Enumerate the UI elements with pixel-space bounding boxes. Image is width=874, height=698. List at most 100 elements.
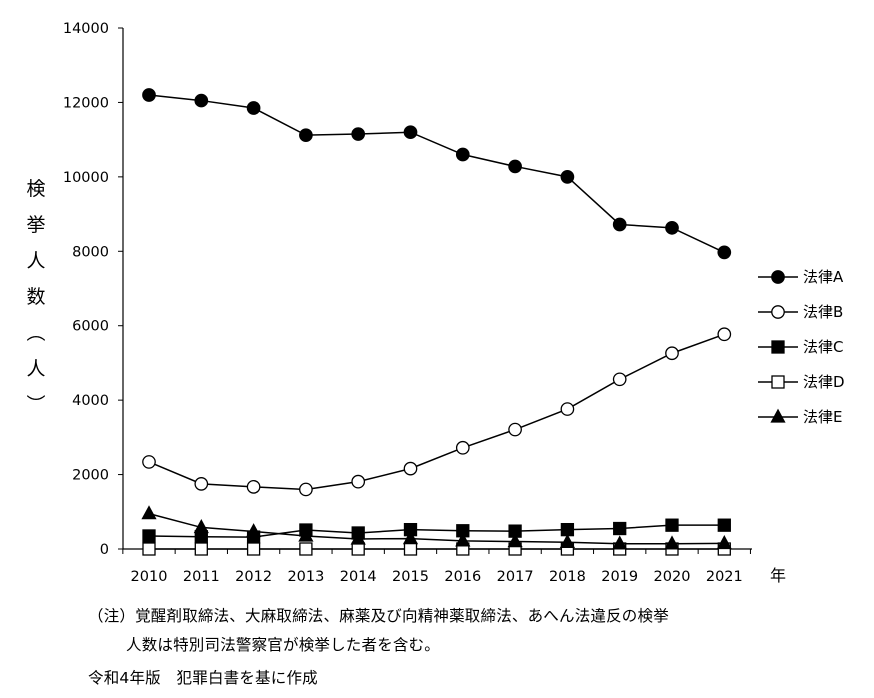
data-point — [612, 217, 627, 232]
data-point — [246, 480, 261, 494]
data-point — [141, 505, 157, 520]
y-tick-label: 0 — [100, 542, 109, 558]
data-point — [299, 482, 313, 497]
data-point — [350, 530, 366, 545]
data-point — [508, 422, 522, 437]
data-point — [717, 245, 732, 260]
legend-item: 法律A — [758, 268, 844, 286]
y-tick-label: 12000 — [63, 95, 109, 111]
legend-marker — [771, 305, 785, 319]
legend-item: 法律C — [758, 338, 843, 356]
legend-label: 法律A — [803, 268, 844, 286]
data-point — [299, 542, 313, 556]
legend-item: 法律B — [758, 303, 843, 321]
data-point — [194, 477, 209, 491]
legend-label: 法律E — [803, 408, 842, 426]
legend-marker — [771, 270, 785, 284]
x-tick-label: 2019 — [601, 569, 638, 585]
legend-label: 法律C — [803, 338, 843, 356]
data-point — [403, 542, 418, 556]
legend-label: 法律D — [803, 373, 845, 391]
series-line — [148, 524, 725, 538]
source-note: 令和4年版 犯罪白書を基に作成 — [88, 669, 318, 687]
y-axis-label-char: ︶ — [26, 394, 45, 416]
data-point — [403, 461, 418, 476]
legend-marker — [770, 408, 786, 423]
data-point — [560, 402, 575, 416]
footnote-line-1: （注）覚醒剤取締法、大麻取締法、麻薬及び向精神薬取締法、あへん法違反の検挙 — [88, 607, 669, 625]
data-point — [194, 542, 208, 556]
data-point — [246, 101, 261, 115]
y-tick-label: 8000 — [72, 244, 109, 260]
x-tick-label: 2017 — [497, 569, 534, 585]
x-axis-ticks: 2010 2011 2012 2013 2014 2015 2016 2017 2018 2019… — [122, 549, 751, 585]
legend-item: 法律E — [758, 408, 842, 426]
data-point — [402, 530, 419, 545]
data-point — [559, 533, 575, 548]
data-point — [613, 521, 627, 536]
x-tick-label: 2011 — [183, 569, 220, 585]
data-point — [455, 532, 471, 547]
data-point — [455, 440, 470, 455]
series-group — [141, 88, 732, 556]
x-tick-label: 2016 — [444, 569, 481, 585]
x-tick-label: 2021 — [706, 569, 743, 585]
data-point — [560, 170, 575, 184]
axes — [122, 28, 752, 550]
legend-marker — [771, 340, 785, 354]
series-line — [148, 512, 725, 545]
y-tick-label: 2000 — [72, 468, 109, 484]
y-axis-label-char: 検 — [26, 178, 45, 200]
data-point — [298, 527, 314, 542]
series-line — [148, 94, 725, 254]
y-axis-label-char: 挙 — [26, 214, 45, 236]
data-point — [193, 519, 209, 534]
x-tick-label: 2020 — [654, 569, 691, 585]
data-point — [403, 125, 418, 140]
x-axis-label: 年 — [770, 566, 786, 585]
series-1 — [142, 88, 732, 260]
data-point — [194, 93, 209, 108]
series-line — [148, 333, 725, 491]
data-point — [665, 220, 679, 235]
y-axis-label-char: ︵ — [26, 322, 45, 344]
legend: 法律A 法律B 法律C 法律D 法律E — [758, 268, 845, 426]
data-point — [507, 533, 523, 548]
y-tick-label: 10000 — [63, 170, 109, 186]
x-tick-label: 2012 — [235, 569, 272, 585]
data-point — [351, 474, 366, 489]
y-axis-label-char: 人 — [26, 358, 45, 380]
data-point — [246, 523, 262, 538]
data-point — [717, 327, 732, 342]
data-point — [612, 372, 627, 387]
data-point — [665, 518, 679, 532]
y-axis-label-char: 数 — [26, 286, 45, 308]
y-tick-label: 14000 — [63, 21, 109, 37]
data-point — [455, 147, 470, 162]
legend-item: 法律D — [758, 373, 845, 391]
data-point — [351, 542, 365, 556]
series-5 — [141, 505, 732, 550]
data-point — [508, 159, 522, 174]
data-point — [560, 522, 575, 537]
data-point — [246, 542, 261, 556]
x-tick-label: 2018 — [549, 569, 586, 585]
data-point — [142, 455, 156, 469]
x-tick-label: 2014 — [340, 569, 377, 585]
y-axis-label-char: 人 — [26, 250, 45, 272]
y-axis-ticks: 0 2000 4000 6000 8000 10000 12000 14000 — [63, 21, 123, 558]
data-point — [665, 346, 679, 361]
x-tick-label: 2010 — [131, 569, 168, 585]
data-point — [351, 127, 366, 141]
series-2 — [142, 327, 732, 497]
x-tick-label: 2013 — [287, 569, 324, 585]
data-point — [717, 518, 731, 532]
footnote-line-2: 人数は特別司法警察官が検挙した者を含む。 — [126, 636, 441, 654]
data-point — [142, 88, 156, 102]
data-point — [664, 535, 680, 550]
data-point — [299, 128, 313, 143]
data-point — [612, 535, 628, 550]
y-tick-label: 4000 — [72, 393, 109, 409]
